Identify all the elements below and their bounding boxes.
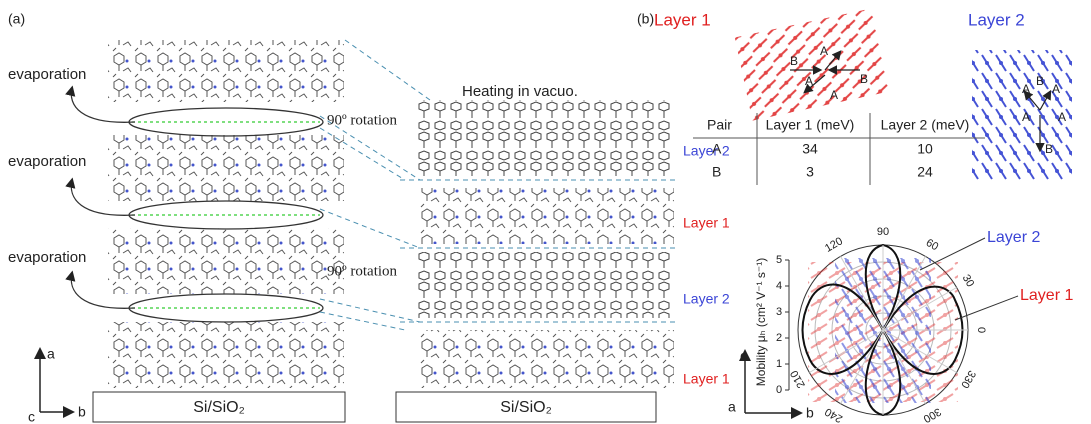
- pair-label: B: [790, 54, 798, 68]
- polar-ylabel: Mobility μₕ (cm² V⁻¹ s⁻¹): [754, 258, 768, 386]
- axis-label: c: [740, 348, 747, 364]
- evaporation: evaporation: [8, 66, 86, 83]
- angle-tick-label: 210: [788, 368, 808, 390]
- rotation: 90º rotation: [327, 112, 398, 128]
- table-cell: 10: [917, 141, 933, 157]
- angle-tick-label: 120: [823, 235, 845, 255]
- r-tick-label: 5: [776, 254, 782, 266]
- molecule-layer: [418, 252, 674, 318]
- substrate: Si/SiO₂: [193, 399, 245, 416]
- figure: (a) evaporation evaporation evaporation …: [0, 0, 1091, 424]
- table-cell: 34: [802, 141, 818, 157]
- angle-tick-label: 30: [960, 273, 977, 290]
- axis-label: a: [728, 399, 736, 415]
- pair-label: A: [830, 88, 838, 102]
- pair-label: A: [1052, 82, 1060, 96]
- substrate: Si/SiO₂: [500, 399, 552, 416]
- angle-tick-label: 300: [921, 405, 943, 424]
- panel-label: (b): [637, 11, 654, 27]
- heating: Heating in vacuo.: [462, 83, 578, 100]
- pair-label: B: [1036, 74, 1044, 88]
- panel-label: (a): [8, 11, 25, 27]
- table-header: Layer 1 (meV): [766, 117, 855, 133]
- curve-label: Layer 2: [987, 229, 1040, 246]
- layer-label: Layer 2: [683, 291, 730, 307]
- table-header: Layer 2 (meV): [881, 117, 970, 133]
- r-tick-label: 3: [776, 306, 782, 318]
- r-tick-label: 4: [776, 280, 782, 292]
- molecule-layer: [418, 100, 674, 176]
- angle-tick-label: 90: [877, 226, 889, 238]
- angle-tick-label: 0: [975, 327, 987, 333]
- table-cell: 24: [917, 164, 933, 180]
- angle-tick-label: 330: [958, 368, 978, 390]
- molecule-layer: [418, 330, 674, 388]
- angle-tick-label: 240: [823, 405, 845, 424]
- pair-label: A: [805, 74, 813, 88]
- layout: [40, 8, 1072, 422]
- molecule-layer: [418, 188, 674, 244]
- layer-label: Layer 1: [683, 371, 730, 387]
- molecule-layer: [108, 135, 344, 201]
- pair-label: B: [1045, 142, 1053, 156]
- layer-label: Layer 2: [683, 143, 730, 159]
- pair-label: A: [1022, 82, 1030, 96]
- r-tick-label: 1: [776, 358, 782, 370]
- layer-label: Layer 1: [683, 215, 730, 231]
- table-cell: A: [712, 141, 722, 157]
- layer-title: Layer 1: [654, 10, 711, 29]
- pair-label: A: [820, 44, 828, 58]
- table-cell: B: [712, 164, 721, 180]
- layer-title: Layer 2: [968, 10, 1025, 29]
- pair-label: A: [1022, 110, 1030, 124]
- rotation: 90º rotation: [327, 263, 398, 279]
- r-tick-label: 2: [776, 332, 782, 344]
- molecule-layer: [108, 228, 344, 294]
- evaporation: evaporation: [8, 249, 86, 266]
- axis-label: a: [47, 346, 55, 362]
- molecule-layer: [108, 40, 344, 102]
- r-tick-label: 0: [776, 384, 782, 396]
- curve-label: Layer 1: [1020, 287, 1073, 304]
- pair-label: B: [860, 72, 868, 86]
- table-header: Pair: [707, 117, 732, 133]
- pair-label: A: [1058, 110, 1066, 124]
- table-cell: 3: [806, 164, 814, 180]
- axis-label: b: [806, 405, 814, 421]
- evaporation: evaporation: [8, 153, 86, 170]
- axis-label: b: [78, 404, 86, 420]
- axis-label: c: [28, 409, 35, 424]
- angle-tick-label: 60: [924, 237, 941, 254]
- molecule-layer: [108, 322, 344, 388]
